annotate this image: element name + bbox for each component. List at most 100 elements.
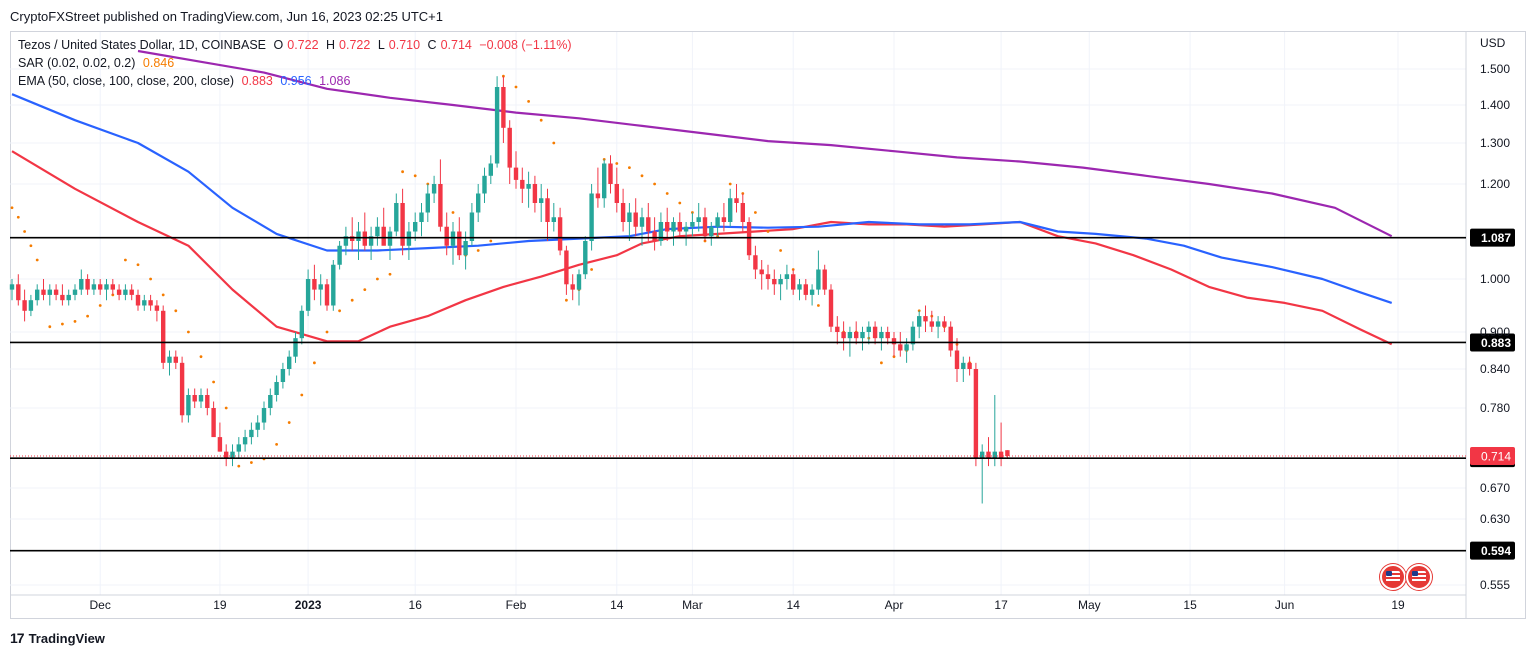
y-tick-label: 0.780 xyxy=(1480,401,1510,415)
candle-body xyxy=(381,226,386,246)
legend-title-row[interactable]: Tezos / United States Dollar, 1D, COINBA… xyxy=(18,38,576,52)
candle-body xyxy=(154,305,160,311)
candle-body xyxy=(129,289,134,295)
last-price-label: 0.714 xyxy=(1481,450,1511,464)
candle-body xyxy=(797,284,802,290)
tradingview-logo-mark: 17 xyxy=(10,630,25,646)
candle-body xyxy=(980,451,985,459)
candle-body xyxy=(551,217,556,222)
candle-body xyxy=(230,451,235,459)
sar-dot xyxy=(61,322,64,326)
sar-dot xyxy=(766,230,770,233)
candle-body xyxy=(362,231,367,246)
candle-body xyxy=(803,284,808,295)
candle-body xyxy=(879,332,884,339)
sar-dot xyxy=(86,314,89,318)
candle-body xyxy=(217,437,223,452)
candle-body xyxy=(53,289,59,295)
candle-body xyxy=(28,300,34,311)
chart-frame xyxy=(10,31,1526,619)
candle-body xyxy=(992,451,997,459)
low-value: 0.710 xyxy=(388,38,421,52)
y-tick-label: 1.000 xyxy=(1480,272,1510,286)
sar-dot xyxy=(250,461,253,464)
ema100-value: 0.956 xyxy=(280,74,312,88)
us-flag-event-icon[interactable] xyxy=(1406,564,1432,590)
candle-body xyxy=(179,362,185,416)
candle-body xyxy=(583,241,588,275)
candle-body xyxy=(948,326,953,351)
candle-body xyxy=(387,231,393,246)
candle-body xyxy=(690,222,695,227)
level-label-box xyxy=(1470,541,1515,560)
x-tick-label: 15 xyxy=(1183,598,1197,612)
candle-body xyxy=(507,127,512,168)
candle-body xyxy=(791,274,796,290)
candle-body xyxy=(35,289,40,301)
candle-body xyxy=(368,236,374,246)
ema-label[interactable]: EMA (50, close, 100, close, 200, close) xyxy=(18,74,235,88)
candle-body xyxy=(828,289,834,327)
candle-body xyxy=(350,236,355,241)
candle-body xyxy=(293,338,298,357)
candle-body xyxy=(224,451,229,459)
candle-body xyxy=(394,203,399,232)
candle-body xyxy=(91,284,97,290)
candle-body xyxy=(772,279,777,285)
candle-body xyxy=(161,310,166,363)
candle-body xyxy=(79,279,84,290)
candle-body xyxy=(274,382,279,395)
candle-body xyxy=(608,163,613,184)
change-value: −0.008 (−1.11%) xyxy=(479,38,572,52)
sar-dot xyxy=(401,170,404,174)
candle-body xyxy=(904,344,909,351)
sar-dot xyxy=(224,406,228,410)
candle-body xyxy=(135,294,141,306)
candle-body xyxy=(192,395,197,402)
level-label: 1.087 xyxy=(1481,231,1511,245)
candle-body xyxy=(885,332,890,339)
candle-body xyxy=(866,326,871,332)
x-tick-label: Jun xyxy=(1275,598,1294,612)
candle-body xyxy=(66,294,71,301)
candle-body xyxy=(753,255,758,270)
candle-body xyxy=(287,356,292,369)
candle-body xyxy=(425,193,430,213)
x-tick-label: 16 xyxy=(409,598,423,612)
sar-dot xyxy=(728,182,732,186)
candle-body xyxy=(261,408,267,423)
candle-body xyxy=(337,245,342,265)
x-tick-label: 19 xyxy=(1391,598,1405,612)
x-tick-label: Feb xyxy=(506,598,527,612)
ema100-line xyxy=(11,93,1393,304)
candle-body xyxy=(702,217,708,237)
legend-ema-row[interactable]: EMA (50, close, 100, close, 200, close) … xyxy=(18,74,354,88)
us-flag-event-icon[interactable] xyxy=(1380,564,1406,590)
candle-body xyxy=(375,226,380,237)
candle-body xyxy=(570,284,575,290)
legend-sar-row[interactable]: SAR (0.02, 0.02, 0.2) 0.846 xyxy=(18,56,178,70)
candle-body xyxy=(305,279,311,311)
sar-label[interactable]: SAR (0.02, 0.02, 0.2) xyxy=(18,56,136,70)
candle-body xyxy=(917,316,922,327)
symbol-title[interactable]: Tezos / United States Dollar, 1D, COINBA… xyxy=(18,38,267,52)
sar-dot xyxy=(476,249,480,252)
candle-body xyxy=(444,226,449,246)
candle-body xyxy=(211,408,216,438)
candle-body xyxy=(822,269,827,290)
candle-body xyxy=(98,284,103,290)
tradingview-logo[interactable]: 17 TradingView xyxy=(10,630,105,646)
y-tick-label: 0.670 xyxy=(1480,481,1510,495)
candle-body xyxy=(728,198,733,222)
candle-body xyxy=(658,222,664,241)
candle-body xyxy=(513,167,519,180)
x-tick-label: Dec xyxy=(90,598,111,612)
publisher-line: CryptoFXStreet published on TradingView.… xyxy=(10,9,443,24)
sar-dot xyxy=(628,166,631,170)
candle-body xyxy=(935,321,941,327)
candle-body xyxy=(532,184,538,203)
sar-dot xyxy=(313,361,316,365)
candle-body xyxy=(872,326,878,339)
candle-body xyxy=(854,332,859,339)
